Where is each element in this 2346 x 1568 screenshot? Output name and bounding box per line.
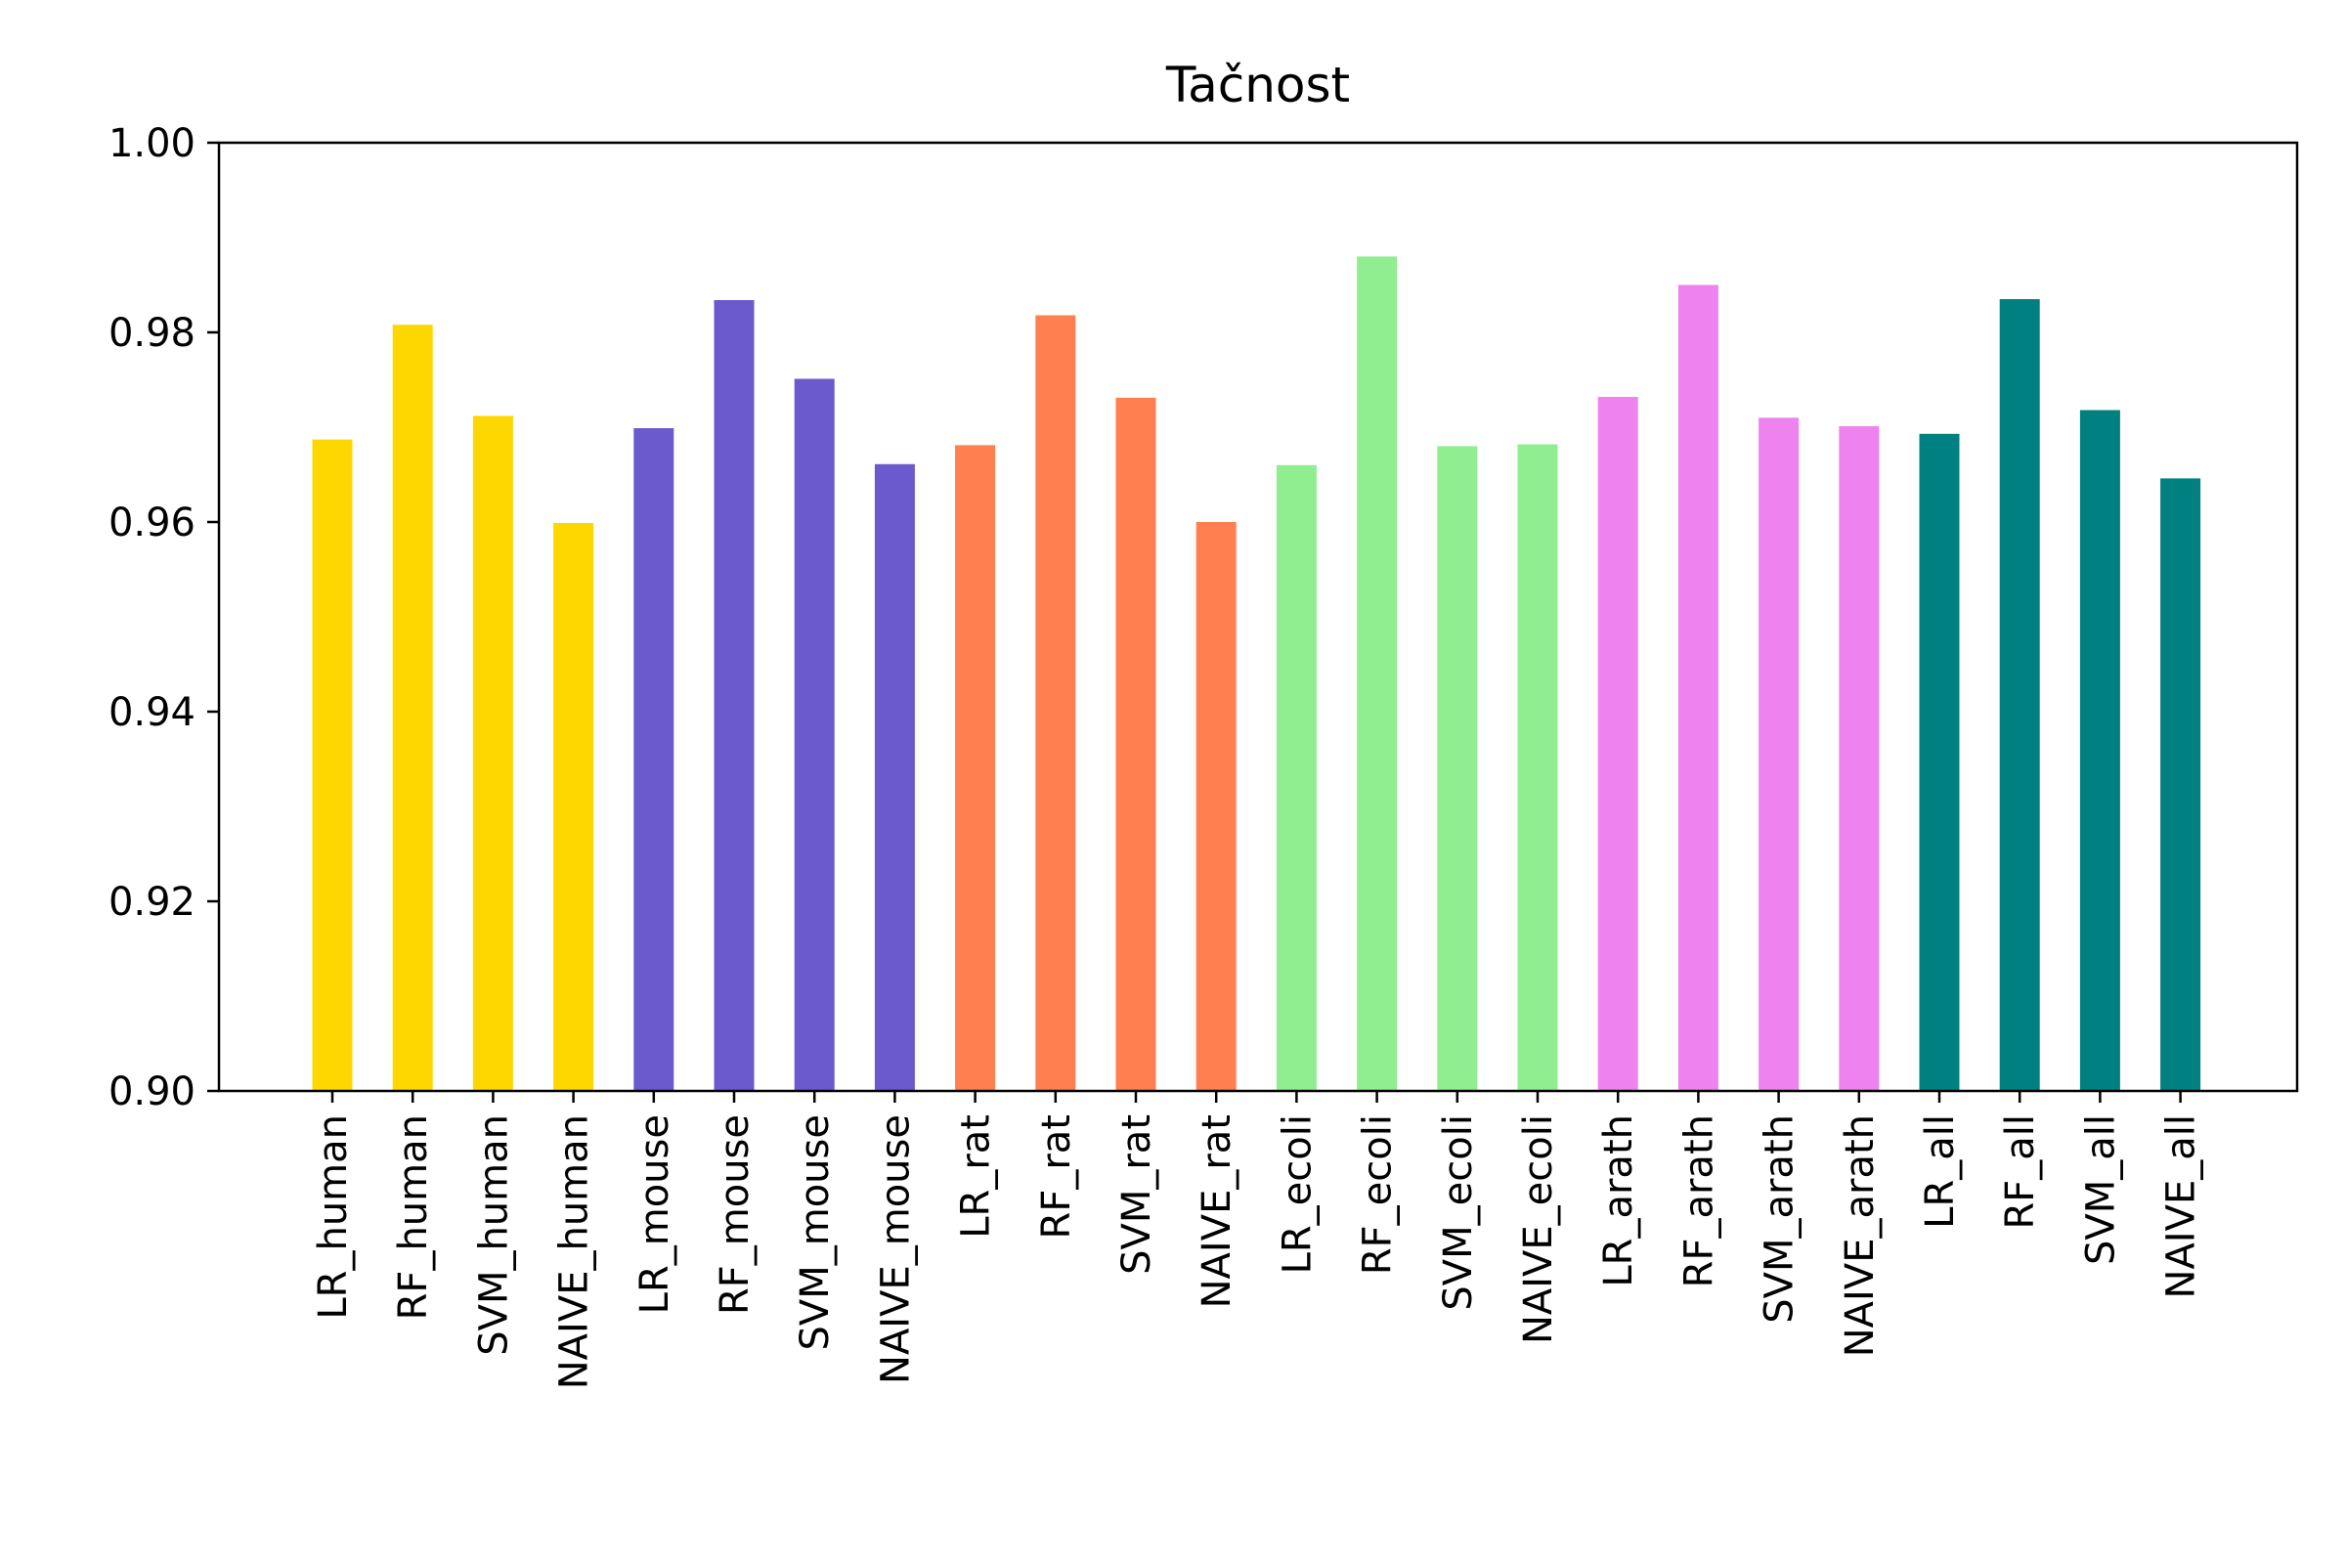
x-tick-label: LR_mouse <box>632 1114 677 1314</box>
bar-lr-rat <box>955 445 996 1091</box>
x-tick-label: NAIVE_rat <box>1195 1114 1239 1308</box>
x-tick-label: SVM_human <box>471 1114 516 1356</box>
x-tick-label: SVM_arath <box>1758 1114 1803 1324</box>
bar-lr-arath <box>1597 397 1638 1091</box>
y-tick-label: 1.00 <box>109 121 196 166</box>
x-tick-label: RF_rat <box>1034 1114 1079 1239</box>
plot-frame <box>217 141 2299 1093</box>
y-tick-label: 0.98 <box>109 311 196 356</box>
x-tick-label: RF_all <box>1998 1114 2043 1230</box>
bar-svm-all <box>2079 410 2120 1091</box>
bar-naive-rat <box>1195 522 1237 1091</box>
bar-svm-rat <box>1115 397 1156 1091</box>
x-tick-label: NAIVE_all <box>2159 1114 2204 1298</box>
y-tick-label: 0.96 <box>109 501 196 545</box>
bar-rf-human <box>392 325 433 1091</box>
x-tick-label: LR_rat <box>954 1114 999 1239</box>
bar-naive-mouse <box>874 463 915 1091</box>
y-axis: 0.90 0.92 0.94 0.96 0.98 1.00 <box>109 121 219 1114</box>
y-tick-label: 0.90 <box>109 1069 196 1114</box>
x-tick-label: LR_ecoli <box>1275 1114 1320 1274</box>
bar-rf-arath <box>1677 284 1718 1091</box>
x-tick-label: LR_arath <box>1596 1114 1641 1287</box>
x-tick-label: NAIVE_ecoli <box>1516 1114 1561 1344</box>
x-axis: LR_human RF_human SVM_human NAIVE_human LR_m… <box>311 1091 2204 1389</box>
bar-rf-rat <box>1035 315 1076 1091</box>
bars-group <box>312 256 2201 1092</box>
bar-naive-human <box>553 523 594 1091</box>
x-tick-label: NAIVE_human <box>552 1114 597 1389</box>
x-tick-label: NAIVE_arath <box>1838 1114 1883 1357</box>
x-tick-label: RF_human <box>391 1114 436 1320</box>
bar-svm-human <box>472 415 513 1091</box>
x-tick-label: SVM_all <box>2078 1114 2123 1265</box>
y-tick-label: 0.94 <box>109 690 196 735</box>
bar-naive-ecoli <box>1517 444 1558 1091</box>
bar-rf-all <box>1999 299 2040 1091</box>
x-tick-label: LR_all <box>1918 1114 1963 1229</box>
bar-naive-arath <box>1839 426 1880 1091</box>
x-tick-label: SVM_ecoli <box>1436 1114 1481 1311</box>
bar-lr-ecoli <box>1276 464 1317 1091</box>
x-tick-label: LR_human <box>311 1114 356 1320</box>
bar-rf-ecoli <box>1357 256 1398 1091</box>
bar-rf-mouse <box>714 300 755 1091</box>
x-tick-label: RF_arath <box>1676 1114 1721 1287</box>
bar-lr-human <box>312 439 353 1092</box>
bar-svm-mouse <box>794 378 835 1091</box>
chart-title: Tačnost <box>1165 57 1350 113</box>
x-tick-label: NAIVE_mouse <box>873 1114 918 1384</box>
bar-lr-all <box>1919 433 1960 1091</box>
bar-svm-ecoli <box>1437 446 1478 1091</box>
bar-naive-all <box>2160 478 2201 1091</box>
x-tick-label: SVM_mouse <box>793 1114 838 1351</box>
bar-svm-arath <box>1759 417 1800 1091</box>
bar-lr-mouse <box>633 428 674 1091</box>
x-tick-label: RF_mouse <box>713 1114 758 1315</box>
y-tick-label: 0.92 <box>109 880 196 925</box>
x-tick-label: RF_ecoli <box>1356 1114 1401 1275</box>
x-tick-label: SVM_rat <box>1114 1114 1159 1275</box>
